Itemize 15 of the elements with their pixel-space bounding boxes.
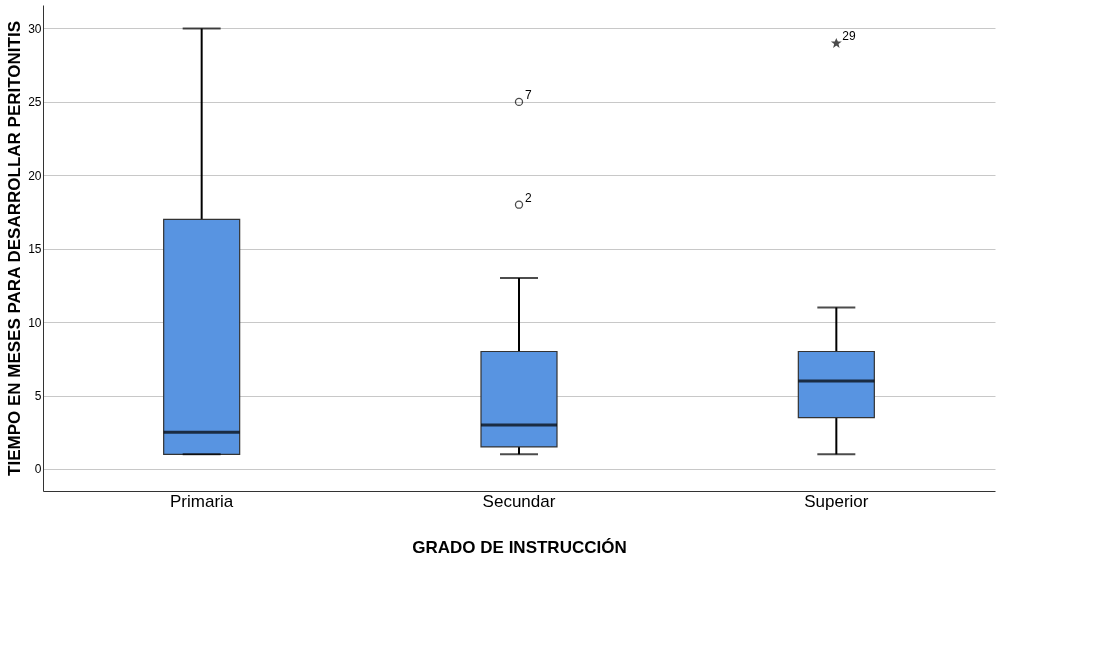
y-tick-label: 10 (28, 315, 42, 330)
y-tick-label: 0 (34, 462, 42, 477)
x-axis-title: GRADO DE INSTRUCCIÓN (412, 537, 627, 557)
annotation: 29 (842, 29, 857, 44)
x-tick-label: Primaria (170, 491, 234, 511)
y-tick-label: 20 (28, 168, 42, 183)
y-tick-label: 5 (34, 389, 42, 404)
x-tick-label: Superior (804, 491, 869, 511)
annotation: 7 (525, 87, 532, 102)
y-tick-label: 25 (28, 95, 42, 110)
y-tick-label: 30 (28, 21, 42, 36)
y-axis-title: TIEMPO EN MESES PARA DESARROLLAR PERITONITIS (5, 21, 25, 476)
x-tick-label: Secundar (482, 491, 556, 511)
y-tick-label: 15 (28, 242, 42, 257)
annotation: 2 (525, 190, 532, 205)
